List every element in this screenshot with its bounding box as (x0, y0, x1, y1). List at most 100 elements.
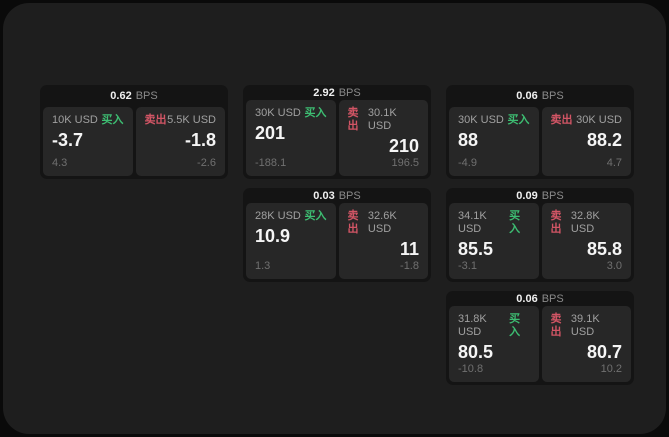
buy-tile[interactable]: 28K USD 买入 10.9 1.3 (246, 203, 336, 279)
buy-delta: -3.1 (458, 260, 477, 272)
quote-card-body: 34.1K USD 买入 85.5 -3.1 卖出 32.8K USD 85.8… (449, 203, 631, 279)
sell-amount: 30.1K USD (367, 107, 397, 132)
buy-delta: -188.1 (255, 157, 287, 169)
sell-tile[interactable]: 卖出 39.1K USD 80.7 10.2 (541, 306, 631, 382)
bps-value: 0.62 (110, 90, 132, 102)
buy-tile-top: 28K USD 买入 (255, 210, 327, 223)
sell-delta: 3.0 (606, 260, 622, 272)
quote-card-body: 10K USD 买入 -3.7 4.3 卖出 5.5K USD -1.8 -2.… (43, 107, 225, 176)
sell-delta: 196.5 (391, 157, 419, 169)
quote-card-body: 28K USD 买入 10.9 1.3 卖出 32.6K USD 11 -1.8 (246, 203, 428, 279)
sell-tile[interactable]: 卖出 32.8K USD 85.8 3.0 (541, 203, 631, 279)
sell-label: 卖出 (550, 114, 573, 126)
buy-label: 买入 (507, 114, 530, 126)
bps-value: 0.09 (516, 189, 538, 202)
buy-label: 买入 (509, 210, 521, 235)
sell-label: 卖出 (347, 107, 359, 132)
sell-price: 88.2 (586, 130, 622, 150)
sell-price: -1.8 (184, 130, 216, 150)
bps-value: 0.06 (516, 90, 538, 102)
buy-tile-top: 30K USD 买入 (255, 107, 327, 120)
buy-delta: -10.8 (458, 363, 484, 375)
buy-label: 买入 (304, 107, 327, 119)
bps-unit-label: BPS (338, 86, 361, 99)
quote-card-body: 31.8K USD 买入 80.5 -10.8 卖出 39.1K USD 80.… (449, 306, 631, 382)
sell-tile[interactable]: 卖出 5.5K USD -1.8 -2.6 (135, 107, 225, 176)
buy-tile[interactable]: 34.1K USD 买入 85.5 -3.1 (449, 203, 539, 279)
quote-card: 0.06 BPS 31.8K USD 买入 80.5 -10.8 卖出 39.1… (446, 291, 634, 385)
buy-tile[interactable]: 31.8K USD 买入 80.5 -10.8 (449, 306, 539, 382)
sell-tile-top: 卖出 5.5K USD (145, 114, 217, 127)
buy-tile-top: 30K USD 买入 (458, 114, 530, 127)
quote-card: 0.03 BPS 28K USD 买入 10.9 1.3 卖出 32.6K US… (243, 188, 431, 282)
sell-price: 210 (388, 136, 419, 156)
buy-amount: 30K USD (255, 107, 301, 119)
buy-amount: 34.1K USD (458, 210, 487, 235)
sell-label: 卖出 (347, 210, 359, 235)
bps-value: 0.06 (516, 292, 538, 305)
sell-tile-top: 卖出 32.6K USD (348, 210, 420, 236)
app-panel: 0.62 BPS 10K USD 买入 -3.7 4.3 卖出 5.5K USD… (3, 3, 666, 434)
buy-label: 买入 (304, 210, 327, 222)
buy-price: 88 (458, 130, 479, 150)
bps-header: 2.92 BPS (246, 85, 428, 100)
bps-value: 0.03 (313, 189, 335, 202)
sell-label: 卖出 (550, 313, 562, 338)
quote-card-body: 30K USD 买入 201 -188.1 卖出 30.1K USD 210 1… (246, 100, 428, 176)
bps-unit-label: BPS (135, 90, 158, 102)
bps-header: 0.09 BPS (449, 188, 631, 203)
sell-amount: 32.8K USD (570, 210, 600, 235)
sell-price: 85.8 (586, 239, 622, 259)
sell-delta: 4.7 (606, 157, 622, 169)
bps-header: 0.06 BPS (449, 85, 631, 107)
buy-delta: 1.3 (255, 260, 271, 272)
buy-tile[interactable]: 10K USD 买入 -3.7 4.3 (43, 107, 133, 176)
buy-tile[interactable]: 30K USD 买入 88 -4.9 (449, 107, 539, 176)
quote-card-body: 30K USD 买入 88 -4.9 卖出 30K USD 88.2 4.7 (449, 107, 631, 176)
quote-card: 0.06 BPS 30K USD 买入 88 -4.9 卖出 30K USD 8… (446, 85, 634, 179)
quote-card: 0.09 BPS 34.1K USD 买入 85.5 -3.1 卖出 32.8K… (446, 188, 634, 282)
sell-amount: 30K USD (576, 114, 622, 126)
sell-label: 卖出 (550, 210, 562, 235)
sell-price: 11 (399, 239, 419, 259)
buy-amount: 28K USD (255, 210, 301, 222)
buy-tile-top: 10K USD 买入 (52, 114, 124, 127)
sell-tile[interactable]: 卖出 30K USD 88.2 4.7 (541, 107, 631, 176)
buy-label: 买入 (101, 114, 124, 126)
quote-card: 0.62 BPS 10K USD 买入 -3.7 4.3 卖出 5.5K USD… (40, 85, 228, 179)
buy-amount: 31.8K USD (458, 313, 487, 338)
sell-tile-top: 卖出 30.1K USD (348, 107, 420, 133)
bps-value: 2.92 (313, 86, 335, 99)
sell-tile-top: 卖出 39.1K USD (551, 313, 623, 339)
sell-tile[interactable]: 卖出 32.6K USD 11 -1.8 (338, 203, 428, 279)
sell-amount: 5.5K USD (167, 114, 216, 126)
bps-header: 0.03 BPS (246, 188, 428, 203)
buy-delta: 4.3 (52, 157, 68, 169)
buy-price: 80.5 (458, 342, 494, 362)
bps-unit-label: BPS (338, 189, 361, 202)
buy-price: 10.9 (255, 226, 291, 246)
buy-amount: 30K USD (458, 114, 504, 126)
buy-price: -3.7 (52, 130, 84, 150)
buy-label: 买入 (509, 313, 521, 338)
buy-price: 85.5 (458, 239, 494, 259)
buy-delta: -4.9 (458, 157, 477, 169)
sell-tile-top: 卖出 32.8K USD (551, 210, 623, 236)
sell-delta: -2.6 (197, 157, 216, 169)
quote-card: 2.92 BPS 30K USD 买入 201 -188.1 卖出 30.1K … (243, 85, 431, 179)
buy-tile[interactable]: 30K USD 买入 201 -188.1 (246, 100, 336, 176)
buy-tile-top: 31.8K USD 买入 (458, 313, 530, 339)
buy-tile-top: 34.1K USD 买入 (458, 210, 530, 236)
bps-header: 0.62 BPS (43, 85, 225, 107)
bps-unit-label: BPS (541, 292, 564, 305)
sell-delta: 10.2 (600, 363, 622, 375)
bps-unit-label: BPS (541, 189, 564, 202)
buy-price: 201 (255, 123, 286, 143)
sell-tile-top: 卖出 30K USD (551, 114, 623, 127)
bps-header: 0.06 BPS (449, 291, 631, 306)
bps-unit-label: BPS (541, 90, 564, 102)
sell-tile[interactable]: 卖出 30.1K USD 210 196.5 (338, 100, 428, 176)
cards-grid: 0.62 BPS 10K USD 买入 -3.7 4.3 卖出 5.5K USD… (40, 85, 634, 385)
sell-label: 卖出 (144, 114, 167, 126)
sell-amount: 39.1K USD (570, 313, 600, 338)
